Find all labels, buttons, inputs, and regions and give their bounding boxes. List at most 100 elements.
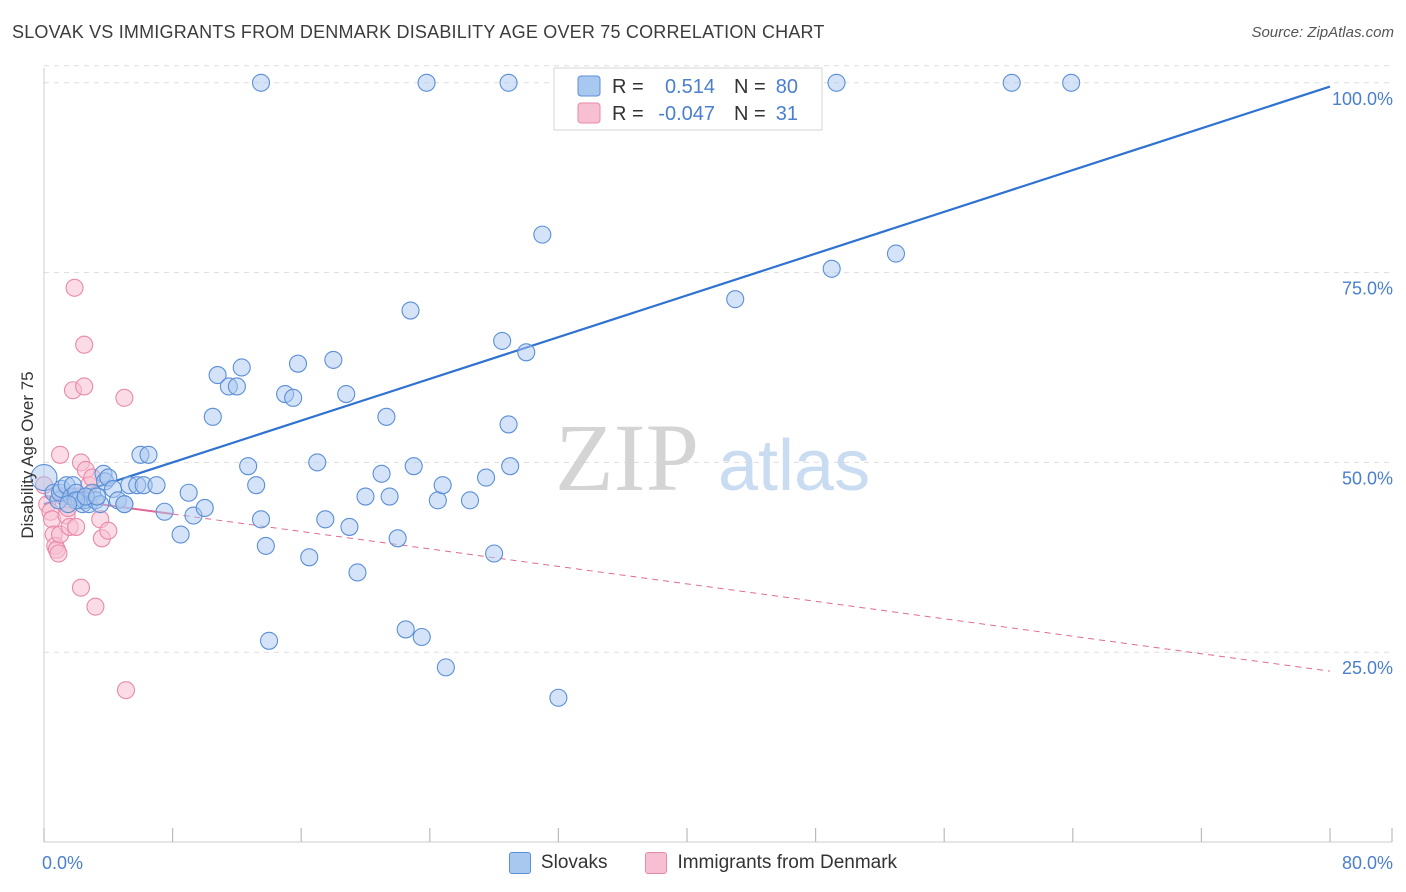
slovak-point (288, 354, 308, 373)
legend-r-value-2: -0.047 (658, 103, 715, 125)
slovak-point (412, 627, 431, 647)
watermark-atlas: atlas (718, 426, 870, 506)
denmark-point (75, 335, 94, 354)
denmark-point (67, 517, 86, 536)
slovak-point (232, 358, 251, 377)
denmark-point (75, 377, 94, 396)
slovak-point (827, 73, 846, 92)
slovak-point (147, 476, 166, 495)
legend-n-label-1: N = (734, 76, 766, 98)
slovak-point (348, 563, 367, 582)
legend-n-value-1: 80 (776, 76, 798, 98)
slovak-point (428, 491, 447, 510)
x-tick-label-max: 80.0% (1342, 853, 1393, 873)
slovak-point (417, 73, 436, 92)
denmark-point (49, 544, 68, 563)
slovak-point (256, 536, 275, 555)
slovak-point (340, 517, 359, 536)
slovak-points (30, 73, 1081, 707)
chart-title: SLOVAK VS IMMIGRANTS FROM DENMARK DISABI… (12, 22, 825, 42)
legend-n-value-2: 31 (776, 103, 798, 125)
slovak-point (195, 498, 214, 517)
slovak-point (533, 225, 552, 244)
slovak-point (115, 495, 134, 514)
slovak-point (1062, 73, 1081, 92)
denmark-point (115, 388, 134, 407)
slovak-point (1002, 73, 1021, 92)
slovak-point (251, 73, 271, 92)
slovak-point (388, 529, 407, 548)
denmark-point (116, 681, 136, 700)
slovak-point (396, 620, 415, 639)
denmark-point (86, 597, 105, 616)
slovak-point (499, 415, 518, 434)
slovak-point (436, 658, 455, 677)
denmark-point (65, 278, 84, 297)
slovak-point (726, 290, 745, 309)
slovak-point (324, 350, 343, 369)
legend-swatch-slovaks (577, 75, 601, 97)
trend-line-slovaks (43, 85, 1331, 506)
slovak-point (30, 464, 58, 492)
slovak-point (501, 457, 520, 476)
slovak-point (499, 73, 518, 92)
slovak-point (433, 476, 452, 495)
slovak-point (401, 301, 420, 320)
slovak-point (179, 483, 198, 502)
slovak-point (460, 491, 480, 510)
denmark-label: Immigrants from Denmark (677, 852, 898, 873)
watermark-zip: ZIP (555, 404, 699, 511)
zipatlas-watermark: ZIP atlas (555, 404, 870, 511)
axes (43, 68, 1393, 843)
slovak-point (477, 468, 496, 487)
slovak-point (155, 502, 174, 521)
slovak-point (139, 445, 158, 464)
slovak-point (239, 457, 258, 476)
slovak-point (337, 385, 356, 404)
slovak-point (356, 487, 375, 506)
slovak-point (380, 487, 399, 506)
legend-item-slovaks[interactable]: Slovaks (508, 852, 608, 874)
slovak-point (517, 343, 536, 362)
bottom-legend: Slovaks Immigrants from Denmark (0, 852, 1406, 874)
slovak-point (485, 544, 504, 563)
slovak-point (227, 377, 246, 396)
denmark-point (51, 445, 70, 464)
denmark-point (71, 578, 91, 597)
slovak-point (377, 407, 396, 426)
slovak-point (316, 510, 335, 529)
y-tick-label-0: 25.0% (1342, 658, 1393, 678)
x-tick-label-min: 0.0% (42, 853, 83, 873)
denmark-swatch (645, 852, 668, 874)
slovak-point (247, 476, 266, 495)
stats-legend: R = 0.514 N = 80 R = -0.047 N = 31 (553, 67, 823, 131)
slovak-point (493, 331, 512, 350)
slovak-point (886, 244, 906, 263)
slovaks-swatch (508, 852, 531, 874)
slovak-point (59, 495, 78, 514)
slovaks-label: Slovaks (540, 852, 608, 873)
slovak-point (822, 259, 841, 278)
slovak-point (208, 366, 227, 385)
denmark-point (99, 521, 118, 540)
slovak-point (308, 453, 327, 472)
slovak-point (404, 457, 423, 476)
y-axis-title: Disability Age Over 75 (18, 371, 37, 538)
slovak-point (87, 487, 107, 506)
trend-line-denmark-dashed (172, 513, 1331, 672)
slovak-point (284, 388, 303, 407)
legend-r-value-1: 0.514 (665, 76, 715, 98)
grid-lines (44, 65, 1392, 653)
tick-labels: 25.0% 50.0% 75.0% 100.0% 0.0% 80.0% (42, 89, 1393, 873)
slovak-point (259, 631, 279, 650)
slovak-point (171, 525, 190, 544)
slovak-point (203, 407, 222, 426)
slovak-point (372, 464, 391, 483)
source-credit: Source: ZipAtlas.com (1251, 24, 1394, 41)
y-tick-label-1: 50.0% (1342, 468, 1393, 488)
legend-item-denmark[interactable]: Immigrants from Denmark (645, 852, 897, 874)
slovak-point (549, 688, 568, 707)
slovak-point (300, 548, 319, 567)
legend-n-label-2: N = (734, 103, 766, 125)
